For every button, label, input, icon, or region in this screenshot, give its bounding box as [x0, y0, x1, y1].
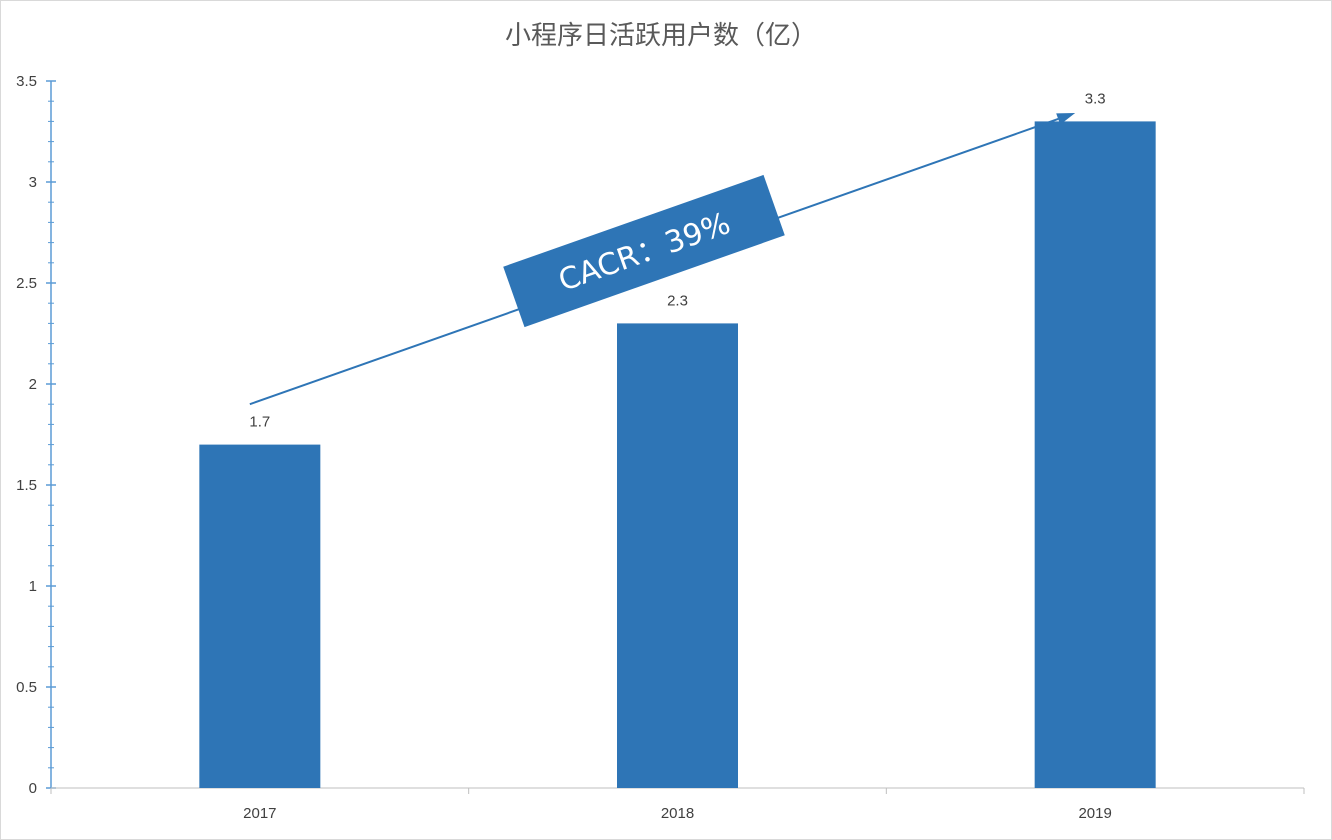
y-tick-label: 1.5: [16, 477, 37, 494]
y-tick-label: 3.5: [16, 73, 37, 90]
growth-label-background: [503, 174, 785, 328]
data-labels: 1.7 2.3 3.3: [249, 90, 1105, 430]
data-label: 3.3: [1085, 90, 1106, 107]
x-axis: 2017 2018 2019: [50, 787, 1305, 822]
bar: [199, 444, 321, 788]
y-tick-label: 2: [29, 376, 37, 393]
x-tick-label: 2017: [243, 805, 276, 822]
growth-arrow-head: [1056, 113, 1076, 125]
x-tick-label: 2018: [661, 805, 694, 822]
data-label: 2.3: [667, 292, 688, 309]
growth-label-box: CACR：39%: [503, 174, 785, 328]
bar: [617, 323, 738, 788]
data-label: 1.7: [249, 414, 270, 431]
x-tick-label: 2019: [1078, 805, 1111, 822]
y-axis: 0 0.5 1 1.5 2 2.5 3 3.5: [16, 73, 56, 797]
bar: [1034, 121, 1156, 788]
y-tick-label: 0: [29, 780, 37, 797]
chart-title: 小程序日活跃用户数（亿）: [505, 21, 817, 51]
y-tick-label: 0.5: [16, 679, 37, 696]
bars: [199, 121, 1156, 788]
y-tick-label: 3: [29, 174, 37, 191]
y-tick-label: 1: [29, 578, 37, 595]
y-tick-label: 2.5: [16, 275, 37, 292]
